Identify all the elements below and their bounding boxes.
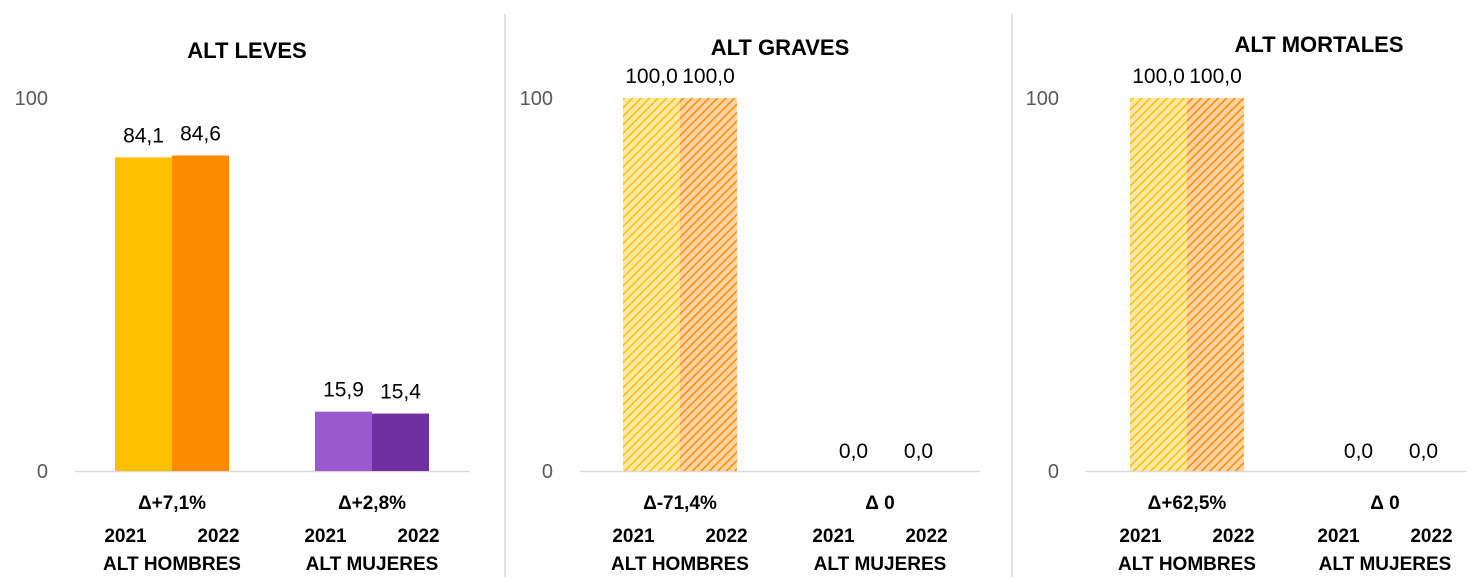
delta-label: Δ-71,4% <box>643 493 717 514</box>
x-tick-label-year: 2021 <box>1317 526 1360 547</box>
bar-group-2: 0,0 2021 0,0 2022 Δ 0 ALT MUJERES <box>1317 440 1452 575</box>
delta-label: Δ+62,5% <box>1148 493 1227 514</box>
data-label: 100,0 <box>1132 65 1185 88</box>
data-label: 100,0 <box>682 65 735 88</box>
bar-group-1: 84,1 2021 84,6 2022 Δ+7,1% ALT HOMBRES <box>103 122 241 575</box>
x-tick-label-year: 2021 <box>1119 526 1162 547</box>
chart-title: ALT MORTALES <box>1234 32 1403 57</box>
bar-alt-hombres-2021 <box>115 157 172 471</box>
delta-label: Δ+7,1% <box>138 493 206 514</box>
bar-group-1: 100,0 2021 100,0 2022 Δ-71,4% ALT HOMBRES <box>611 65 749 575</box>
data-label: 0,0 <box>1344 440 1373 463</box>
y-tick-label: 0 <box>542 461 553 483</box>
data-label: 0,0 <box>1409 440 1438 463</box>
delta-label: Δ 0 <box>865 493 895 514</box>
data-label: 15,4 <box>380 381 421 404</box>
y-tick-label: 0 <box>1048 461 1059 483</box>
data-label: 100,0 <box>625 65 678 88</box>
x-category-label: ALT MUJERES <box>814 554 947 575</box>
x-tick-label-year: 2022 <box>1212 526 1254 547</box>
x-category-label: ALT MUJERES <box>1319 554 1452 575</box>
data-label: 84,1 <box>123 124 164 147</box>
bar-group-1: 100,0 2021 100,0 2022 Δ+62,5% ALT HOMBRES <box>1118 65 1256 575</box>
bar-alt-hombres-2021 <box>1130 98 1187 471</box>
y-tick-label: 100 <box>15 88 48 110</box>
x-tick-label-year: 2021 <box>612 526 655 547</box>
y-tick-label: 100 <box>520 88 553 110</box>
x-tick-label-year: 2022 <box>705 526 747 547</box>
data-label: 0,0 <box>839 440 868 463</box>
x-tick-label-year: 2021 <box>812 526 855 547</box>
y-tick-label: 0 <box>37 461 48 483</box>
bar-alt-hombres-2022 <box>172 155 229 471</box>
x-tick-label-year: 2022 <box>905 526 947 547</box>
bar-alt-hombres-2022 <box>1187 98 1244 471</box>
x-tick-label-year: 2022 <box>197 526 239 547</box>
bar-alt-hombres-2022 <box>680 98 737 471</box>
chart-title: ALT GRAVES <box>711 35 850 60</box>
x-tick-label-year: 2022 <box>1410 526 1452 547</box>
bar-alt-hombres-2021 <box>623 98 680 471</box>
x-tick-label-year: 2021 <box>104 526 147 547</box>
chart-panel-3: ALT MORTALES 0 100 100,0 2021 100,0 2022 Δ+62,5… <box>1026 32 1466 575</box>
x-tick-label-year: 2021 <box>304 526 347 547</box>
chart-panel-1: ALT LEVES 0 100 84,1 2021 84,6 2022 Δ+7,1% ALT H… <box>15 38 470 575</box>
chart-title: ALT LEVES <box>187 38 306 63</box>
x-category-label: ALT HOMBRES <box>611 554 749 575</box>
data-label: 15,9 <box>323 379 364 402</box>
data-label: 0,0 <box>904 440 933 463</box>
y-tick-label: 100 <box>1026 88 1059 110</box>
chart-panel-2: ALT GRAVES 0 100 100,0 2021 100,0 2022 Δ-71,4% A… <box>520 35 980 575</box>
bar-alt-mujeres-2021 <box>315 411 372 471</box>
x-tick-label-year: 2022 <box>397 526 439 547</box>
x-category-label: ALT HOMBRES <box>103 554 241 575</box>
bar-group-2: 15,9 2021 15,4 2022 Δ+2,8% ALT MUJERES <box>304 379 439 575</box>
data-label: 84,6 <box>180 122 221 145</box>
delta-label: Δ 0 <box>1370 493 1400 514</box>
bar-alt-mujeres-2022 <box>372 413 429 471</box>
delta-label: Δ+2,8% <box>338 493 406 514</box>
x-category-label: ALT HOMBRES <box>1118 554 1256 575</box>
data-label: 100,0 <box>1189 65 1242 88</box>
x-category-label: ALT MUJERES <box>306 554 439 575</box>
bar-group-2: 0,0 2021 0,0 2022 Δ 0 ALT MUJERES <box>812 440 947 575</box>
